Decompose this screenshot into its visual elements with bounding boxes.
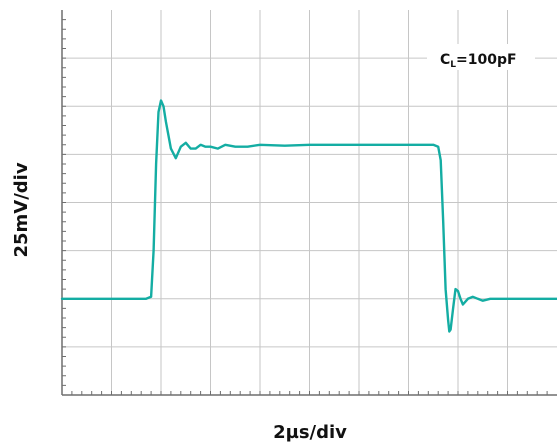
load-capacitance-annotation: CL=100pF xyxy=(427,44,535,70)
annotation-main: C xyxy=(440,52,450,68)
annotation-background xyxy=(427,44,535,70)
annotation-subscript: L xyxy=(450,60,456,70)
x-axis-label: 2µs/div xyxy=(273,422,347,443)
plot-frame xyxy=(61,10,557,396)
series-line xyxy=(60,99,557,333)
annotation-value: =100pF xyxy=(456,52,517,68)
annotation-label: CL=100pF xyxy=(440,52,517,70)
y-axis-label: 25mV/div xyxy=(11,162,32,257)
